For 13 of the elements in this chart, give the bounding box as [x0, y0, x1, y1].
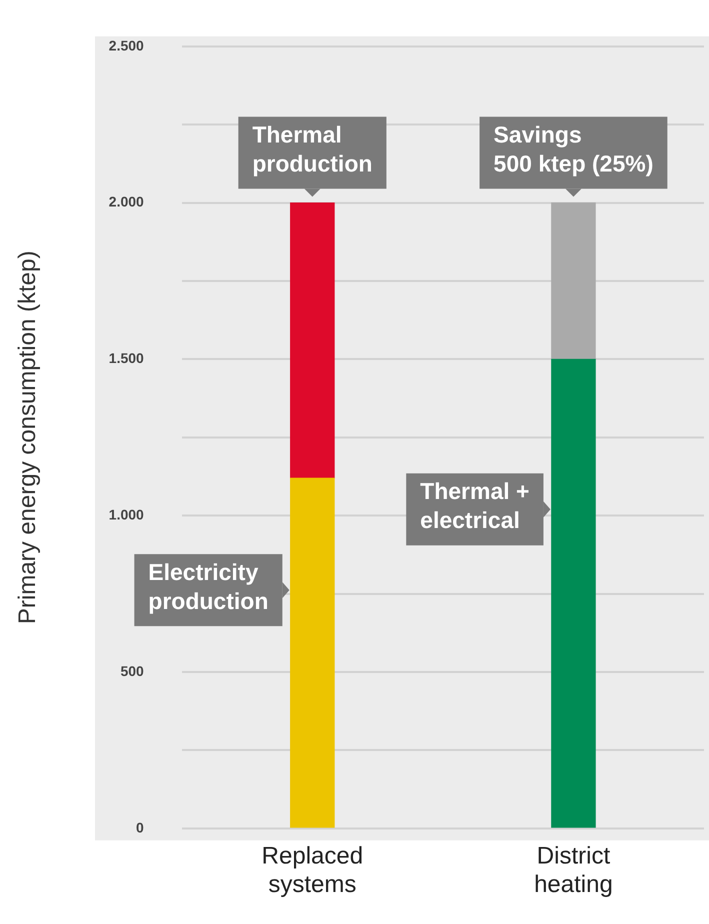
series-label: Electricity production — [148, 559, 268, 614]
annotation: Savings 500 ktep (25%) — [494, 122, 654, 177]
y-tick-label: 2.000 — [108, 194, 144, 210]
series-label: Thermal + electrical — [420, 478, 530, 534]
y-tick-label: 0 — [136, 819, 144, 836]
x-tick-label: Replaced systems — [262, 842, 364, 898]
y-tick-label: 2.500 — [108, 37, 144, 54]
series-label: Thermal production — [252, 122, 372, 177]
y-tick-label: 1.000 — [108, 506, 144, 522]
x-tick-label: District heating — [534, 842, 613, 898]
y-tick-label: 1.500 — [108, 350, 144, 366]
y-tick-label: 500 — [120, 662, 144, 679]
y-axis-title: Primary energy consumption (ktep) — [14, 250, 42, 624]
